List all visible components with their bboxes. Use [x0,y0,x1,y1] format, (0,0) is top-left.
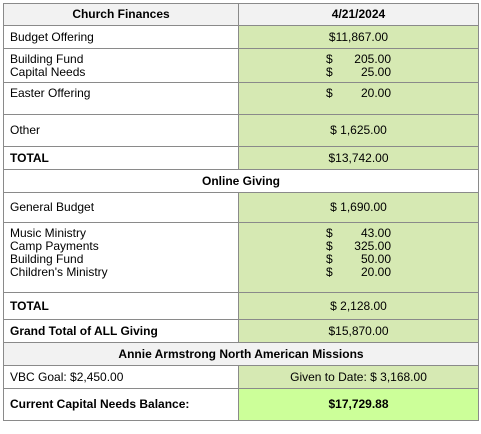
currency-symbol: $ [326,265,333,279]
easter-offering-value: $20.00 [238,82,479,115]
music-ministry-value: 43.00 [360,226,391,240]
budget-offering-value: $11,867.00 [238,25,479,49]
church-finances-table: Church Finances 4/21/2024 Budget Offerin… [3,3,479,421]
budget-offering-label: Budget Offering [3,25,239,49]
other-label: Other [3,114,239,147]
online-giving-title: Online Giving [3,169,479,193]
building-capital-labels: Building Fund Capital Needs [3,48,239,83]
building-fund-value: 50.00 [360,252,391,266]
music-ministry-label: Music Ministry [10,226,87,240]
childrens-ministry-value: 20.00 [360,265,391,279]
capital-needs-label: Capital Needs [10,64,86,79]
building-fund-value: 205.00 [354,51,391,66]
report-date: 4/21/2024 [238,3,479,26]
church-total-value: $13,742.00 [238,146,479,170]
grand-total-value: $15,870.00 [238,319,479,343]
other-value: $ 1,625.00 [238,114,479,147]
church-total-label: TOTAL [3,146,239,170]
building-capital-values: $205.00 $25.00 [238,48,479,83]
capital-balance-value: $17,729.88 [238,388,479,421]
currency-symbol: $ [326,252,333,266]
general-budget-value: $ 1,690.00 [238,192,479,223]
grand-total-label: Grand Total of ALL Giving [3,319,239,343]
capital-needs-value: 25.00 [360,64,391,79]
designated-values: $43.00 $325.00 $50.00 $20.00 [238,222,479,293]
designated-labels: Music Ministry Camp Payments Building Fu… [3,222,239,293]
currency-symbol: $ [326,86,333,100]
building-fund-label: Building Fund [10,51,84,66]
currency-symbol: $ [326,51,333,66]
easter-offering-amount: 20.00 [360,86,391,100]
given-to-date: Given to Date: $ 3,168.00 [238,365,479,389]
capital-balance-label: Current Capital Needs Balance: [3,388,239,421]
online-total-value: $ 2,128.00 [238,292,479,320]
online-total-label: TOTAL [3,292,239,320]
missions-title: Annie Armstrong North American Missions [3,342,479,366]
camp-payments-value: 325.00 [354,239,391,253]
general-budget-label: General Budget [3,192,239,223]
easter-offering-label: Easter Offering [3,82,239,115]
building-fund-label: Building Fund [10,252,84,266]
currency-symbol: $ [326,226,333,240]
vbc-goal: VBC Goal: $2,450.00 [3,365,239,389]
table-title: Church Finances [3,3,239,26]
camp-payments-label: Camp Payments [10,239,99,253]
currency-symbol: $ [326,239,333,253]
currency-symbol: $ [326,64,333,79]
childrens-ministry-label: Children's Ministry [10,265,108,279]
